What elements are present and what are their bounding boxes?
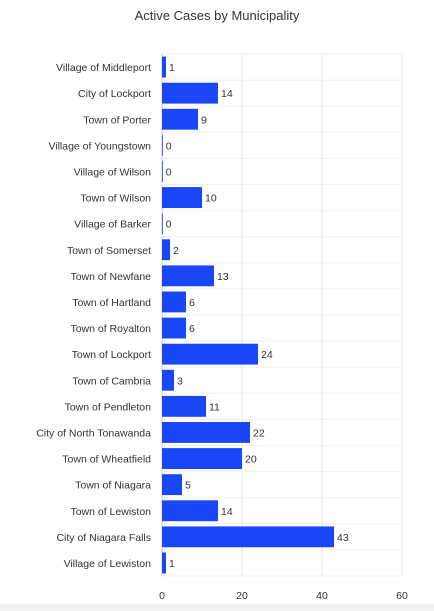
bar xyxy=(162,474,182,496)
data-label: 14 xyxy=(221,88,233,100)
bar xyxy=(162,422,250,443)
category-label: Town of Somerset xyxy=(67,245,151,257)
chart-title: Active Cases by Municipality xyxy=(134,8,300,23)
x-tick-label: 60 xyxy=(396,590,408,602)
category-label: Town of Cambria xyxy=(72,375,151,387)
category-label: Village of Youngstown xyxy=(48,140,151,152)
category-label: City of Lockport xyxy=(78,88,151,100)
bar xyxy=(162,291,186,313)
category-label: Town of Wheatfield xyxy=(62,454,151,466)
data-label: 3 xyxy=(177,375,183,387)
bar xyxy=(162,82,218,104)
bar xyxy=(162,213,163,235)
bar xyxy=(162,108,198,130)
data-label: 1 xyxy=(169,62,175,74)
bar xyxy=(162,552,166,574)
data-label: 0 xyxy=(166,219,172,231)
data-label: 2 xyxy=(173,245,179,257)
data-label: 5 xyxy=(185,480,191,492)
data-label: 20 xyxy=(245,454,257,466)
category-label: Village of Lewiston xyxy=(64,558,152,570)
data-label: 0 xyxy=(166,166,172,178)
category-label: Town of Royalton xyxy=(70,323,151,335)
category-label: City of Niagara Falls xyxy=(56,532,151,544)
bar xyxy=(162,317,186,339)
data-label: 6 xyxy=(189,297,195,309)
footer-strip xyxy=(0,604,434,611)
bar xyxy=(162,343,258,365)
data-label: 6 xyxy=(189,323,195,335)
data-label: 0 xyxy=(166,140,172,152)
x-tick-label: 20 xyxy=(236,590,248,602)
category-label: Town of Hartland xyxy=(72,297,151,309)
data-label: 10 xyxy=(205,193,217,205)
data-label: 1 xyxy=(169,558,175,570)
bar xyxy=(162,265,214,287)
bar xyxy=(162,526,334,548)
bar xyxy=(162,187,202,208)
bar xyxy=(162,239,170,261)
category-label: Town of Newfane xyxy=(70,271,151,283)
category-label: Village of Middleport xyxy=(56,62,151,74)
bar xyxy=(162,161,163,182)
data-label: 22 xyxy=(253,427,265,439)
category-label: Village of Wilson xyxy=(74,166,152,178)
bar xyxy=(162,500,218,522)
x-tick-label: 0 xyxy=(159,590,165,602)
data-label: 9 xyxy=(201,114,207,126)
bar xyxy=(162,448,242,469)
data-label: 13 xyxy=(217,271,229,283)
category-label: City of North Tonawanda xyxy=(36,427,151,439)
category-label: Town of Niagara xyxy=(75,480,151,492)
bar xyxy=(162,369,174,391)
category-label: Village of Barker xyxy=(74,219,151,231)
bar xyxy=(162,56,166,78)
data-label: 14 xyxy=(221,506,233,518)
category-label: Town of Lewiston xyxy=(70,506,151,518)
data-label: 43 xyxy=(337,532,349,544)
x-tick-label: 40 xyxy=(316,590,328,602)
category-label: Town of Lockport xyxy=(72,349,151,361)
category-label: Town of Pendleton xyxy=(65,401,152,413)
bar xyxy=(162,134,163,156)
data-label: 24 xyxy=(261,349,273,361)
data-label: 11 xyxy=(209,401,220,413)
bar xyxy=(162,395,206,417)
category-label: Town of Wilson xyxy=(80,193,151,205)
category-label: Town of Porter xyxy=(83,114,151,126)
